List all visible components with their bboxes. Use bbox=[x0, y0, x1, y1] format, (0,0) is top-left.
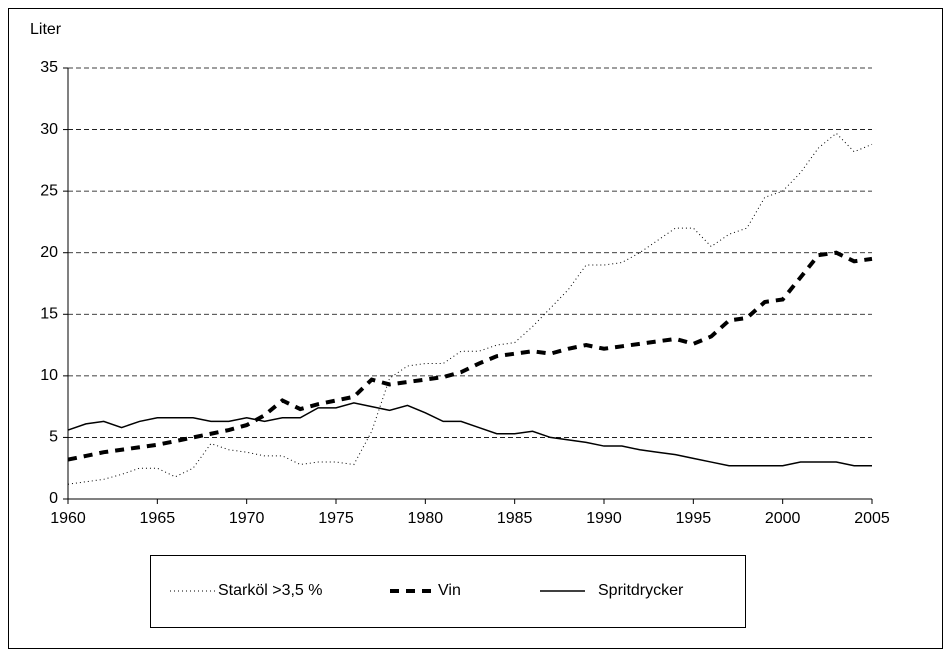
y-tick-label: 25 bbox=[40, 182, 58, 199]
x-tick-label: 1985 bbox=[497, 510, 533, 527]
data-line bbox=[67, 402, 872, 467]
y-tick-label: 10 bbox=[40, 367, 58, 384]
chart-border bbox=[8, 8, 943, 649]
y-tick-label: 5 bbox=[49, 429, 58, 446]
data-line bbox=[67, 132, 873, 485]
y-tick-label: 0 bbox=[49, 490, 58, 507]
y-axis-label: Liter bbox=[30, 21, 62, 38]
x-tick-label: 1960 bbox=[50, 510, 86, 527]
y-tick-label: 35 bbox=[40, 59, 58, 76]
x-tick-label: 1995 bbox=[676, 510, 712, 527]
x-tick-label: 1990 bbox=[586, 510, 622, 527]
x-tick-label: 2005 bbox=[854, 510, 890, 527]
x-tick-label: 1980 bbox=[408, 510, 444, 527]
y-tick-label: 15 bbox=[40, 306, 58, 323]
x-tick-label: 2000 bbox=[765, 510, 801, 527]
data-line bbox=[67, 250, 873, 462]
legend-label: Spritdrycker bbox=[598, 582, 684, 599]
y-tick-label: 30 bbox=[40, 121, 58, 138]
y-tick-label: 20 bbox=[40, 244, 58, 261]
x-tick-label: 1975 bbox=[318, 510, 354, 527]
x-tick-label: 1970 bbox=[229, 510, 265, 527]
legend-box bbox=[150, 555, 746, 628]
legend-label: Vin bbox=[438, 582, 461, 599]
legend-label: Starköl >3,5 % bbox=[218, 582, 323, 599]
x-tick-label: 1965 bbox=[140, 510, 176, 527]
